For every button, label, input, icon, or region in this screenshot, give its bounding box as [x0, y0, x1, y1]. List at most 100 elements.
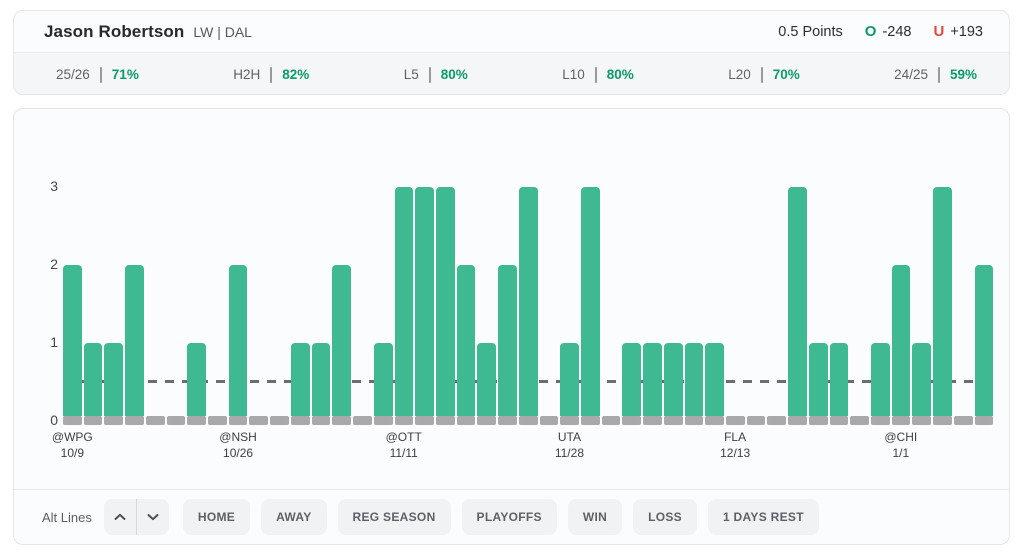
- bar-slot: [663, 343, 683, 416]
- opponent-label: @CHI: [884, 430, 918, 444]
- y-axis-tick-label: 0: [50, 412, 58, 428]
- game-date-label: 12/13: [720, 446, 751, 460]
- points-bar: [83, 343, 103, 416]
- x-axis-tick-label: @CHI 1/1: [884, 429, 917, 461]
- zero-stub: [145, 416, 165, 425]
- stat-period-label: 25/26: [56, 67, 90, 82]
- points-bar: [663, 343, 683, 416]
- zero-stub: [166, 416, 186, 425]
- stat-hit-rate-value: 80%: [440, 67, 468, 82]
- points-bar: [477, 343, 497, 416]
- filter-loss[interactable]: LOSS: [633, 499, 697, 535]
- points-bar: [63, 265, 82, 416]
- zero-stub: [373, 416, 393, 425]
- game-date-label: 11/28: [554, 446, 584, 460]
- zero-stub: [394, 416, 414, 425]
- points-bar: [643, 343, 662, 416]
- zero-stub: [83, 416, 103, 425]
- hit-rate-stat: L20 70%: [728, 66, 800, 83]
- zero-stub: [580, 416, 600, 425]
- stepper-divider: [135, 499, 137, 535]
- points-bar-chart: 0 1 2 3 @WPG 10/9 @NSH 10/26 @OTT 11/11 UTA 11/28 FL…: [14, 109, 1009, 491]
- zero-stub: [518, 416, 538, 425]
- filter-home[interactable]: HOME: [182, 499, 251, 535]
- bar-slot: [933, 187, 952, 416]
- zero-stub: [684, 416, 704, 425]
- zero-stub: [767, 416, 787, 425]
- bars-row: [63, 187, 994, 416]
- bar-slot: [83, 343, 103, 416]
- points-bar: [394, 187, 414, 416]
- hit-rate-stats-row: 25/26 71% H2H 82% L5 80% L10 80% L20 70% 24/25 59%: [14, 52, 1009, 94]
- filter-playoffs[interactable]: PLAYOFFS: [461, 499, 557, 535]
- x-axis-tick-label: @WPG 10/9: [52, 429, 93, 461]
- bar-slot: [684, 343, 704, 416]
- bar-slot: [187, 343, 207, 416]
- zero-stub: [456, 416, 476, 425]
- points-bar: [808, 343, 828, 416]
- bar-slot: [228, 265, 248, 416]
- game-date-label: 10/9: [60, 446, 85, 460]
- bar-slot: [104, 343, 124, 416]
- bar-slot: [415, 187, 434, 416]
- hit-rate-stat: 25/26 71%: [56, 66, 139, 83]
- chevron-down-icon: [147, 514, 159, 521]
- alt-line-down-button[interactable]: [137, 499, 169, 535]
- bar-slot: [518, 187, 538, 416]
- points-bar: [456, 265, 476, 416]
- points-bar: [871, 343, 890, 416]
- zero-stub: [187, 416, 207, 425]
- points-bar: [373, 343, 393, 416]
- x-axis-tick-label: UTA 11/28: [555, 429, 584, 461]
- zero-stub: [208, 416, 227, 425]
- player-position-team: LW | DAL: [193, 23, 252, 40]
- player-name: Jason Robertson: [44, 21, 185, 41]
- zero-stub: [705, 416, 724, 425]
- zero-stub: [435, 416, 455, 425]
- zero-stub: [663, 416, 683, 425]
- game-date-label: 1/1: [892, 446, 910, 460]
- zero-stub: [63, 416, 82, 425]
- filter-reg-season[interactable]: REG SEASON: [337, 499, 451, 535]
- filter-1-days-rest[interactable]: 1 DAYS REST: [707, 499, 819, 535]
- bar-slot: [912, 343, 932, 416]
- alt-line-up-button[interactable]: [104, 499, 136, 535]
- bar-slot: [808, 343, 828, 416]
- game-date-label: 10/26: [223, 446, 254, 460]
- chart-controls-row: Alt Lines HOME AWAY REG SEASON PLAYOFFS WIN L…: [14, 489, 1009, 544]
- points-bar: [435, 187, 455, 416]
- zero-stub: [912, 416, 932, 425]
- zero-stub: [871, 416, 890, 425]
- zero-stub: [933, 416, 952, 425]
- stat-period-label: L20: [728, 67, 751, 82]
- zero-stub: [290, 416, 310, 425]
- points-bar: [228, 265, 248, 416]
- zero-stub: [643, 416, 662, 425]
- points-bar: [125, 265, 144, 416]
- bar-slot: [290, 343, 310, 416]
- points-bar: [104, 343, 124, 416]
- bar-slot: [788, 187, 807, 416]
- chevron-up-icon: [114, 513, 126, 520]
- under-odds-button[interactable]: U +193: [933, 23, 983, 40]
- stat-period-label: 24/25: [894, 67, 928, 82]
- over-odds-button[interactable]: O -248: [865, 23, 912, 40]
- filter-away[interactable]: AWAY: [261, 499, 327, 535]
- zero-stub: [477, 416, 497, 425]
- under-odds-value: +193: [950, 23, 983, 40]
- points-bar: [622, 343, 642, 416]
- bar-slot: [456, 265, 476, 416]
- filter-buttons-group: HOME AWAY REG SEASON PLAYOFFS WIN LOSS 1 DAYS …: [182, 499, 819, 535]
- points-bar: [560, 343, 579, 416]
- opponent-label: @WPG: [51, 430, 93, 444]
- zero-stub: [498, 416, 517, 425]
- zero-stub: [974, 416, 994, 425]
- player-header-row: Jason Robertson LW | DAL 0.5 Points O -2…: [14, 11, 1009, 52]
- stat-period-label: L5: [403, 67, 419, 82]
- filter-win[interactable]: WIN: [567, 499, 623, 535]
- stat-hit-rate-value: 82%: [282, 67, 310, 82]
- points-bar: [933, 187, 952, 416]
- zero-stub: [228, 416, 248, 425]
- points-bar: [829, 343, 849, 416]
- zero-stub: [601, 416, 621, 425]
